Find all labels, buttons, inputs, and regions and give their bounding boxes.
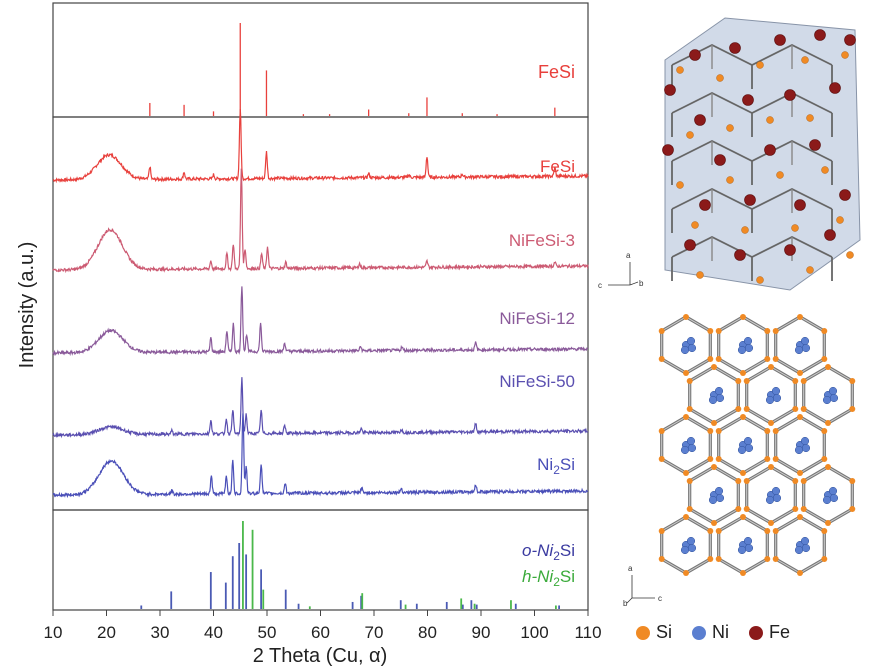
x-tick-label: 90 xyxy=(472,623,491,642)
top-reference-panel xyxy=(52,2,589,118)
x-tick-label: 110 xyxy=(574,623,601,642)
x-tick-label: 30 xyxy=(151,623,170,642)
label-fesi: FeSi xyxy=(540,157,575,176)
pattern-fesi xyxy=(52,109,589,184)
x-axis-ticks: 10 20 30 40 50 60 70 80 90 100 110 xyxy=(44,610,602,642)
fesi-reference-label: FeSi xyxy=(538,62,575,82)
svg-text:a: a xyxy=(628,564,633,573)
x-tick-label: 10 xyxy=(44,623,63,642)
x-tick-label: 80 xyxy=(418,623,437,642)
bottom-reference-panel xyxy=(52,509,589,611)
crystal-axes-bottom: a b c xyxy=(623,564,662,608)
ni-atom-icon xyxy=(692,625,707,640)
legend-label-si: Si xyxy=(656,622,673,642)
pattern-nifesi-3 xyxy=(52,168,589,274)
si-atom-icon xyxy=(636,625,650,640)
x-tick-label: 60 xyxy=(311,623,330,642)
svg-text:c: c xyxy=(598,281,602,290)
x-tick-label: 40 xyxy=(204,623,223,642)
legend-label-fe: Fe xyxy=(769,622,791,642)
x-axis-label: 2 Theta (Cu, α) xyxy=(253,645,388,667)
legend-label-ni: Ni xyxy=(712,622,730,642)
ni2si-reference-sticks xyxy=(140,521,561,609)
legend-item-fe: Fe xyxy=(749,622,790,643)
crystal-axes-top: a c b xyxy=(598,251,644,290)
h-ni2si-label: h-Ni2Si xyxy=(522,567,575,589)
label-nifesi-50: NiFeSi-50 xyxy=(499,372,575,391)
pattern-ni2si xyxy=(52,413,589,499)
x-tick-label: 20 xyxy=(97,623,116,642)
legend-item-si: Si xyxy=(636,622,672,643)
svg-text:b: b xyxy=(623,599,628,608)
pattern-nifesi-12 xyxy=(52,286,589,357)
y-axis-label: Intensity (a.u.) xyxy=(16,242,38,369)
legend-item-ni: Ni xyxy=(692,622,729,643)
series-labels: FeSi NiFeSi-3 NiFeSi-12 NiFeSi-50 Ni2Si xyxy=(499,157,575,477)
x-tick-label: 70 xyxy=(365,623,384,642)
ni2si-crystal-structure xyxy=(658,313,856,577)
svg-text:b: b xyxy=(639,279,644,288)
label-ni2si: Ni2Si xyxy=(537,455,575,477)
atom-legend: Si Ni Fe xyxy=(636,622,804,643)
fesi-reference-sticks xyxy=(149,23,556,116)
pattern-nifesi-50 xyxy=(52,377,589,439)
label-nifesi-12: NiFeSi-12 xyxy=(499,309,575,328)
svg-text:a: a xyxy=(626,251,631,260)
x-tick-label: 100 xyxy=(520,623,548,642)
fesi-crystal-structure xyxy=(662,17,861,291)
o-ni2si-label: o-Ni2Si xyxy=(522,541,575,563)
xrd-patterns xyxy=(52,109,589,499)
fe-atom-icon xyxy=(749,625,764,640)
x-tick-label: 50 xyxy=(258,623,277,642)
label-nifesi-3: NiFeSi-3 xyxy=(509,231,575,250)
svg-text:c: c xyxy=(658,594,662,603)
